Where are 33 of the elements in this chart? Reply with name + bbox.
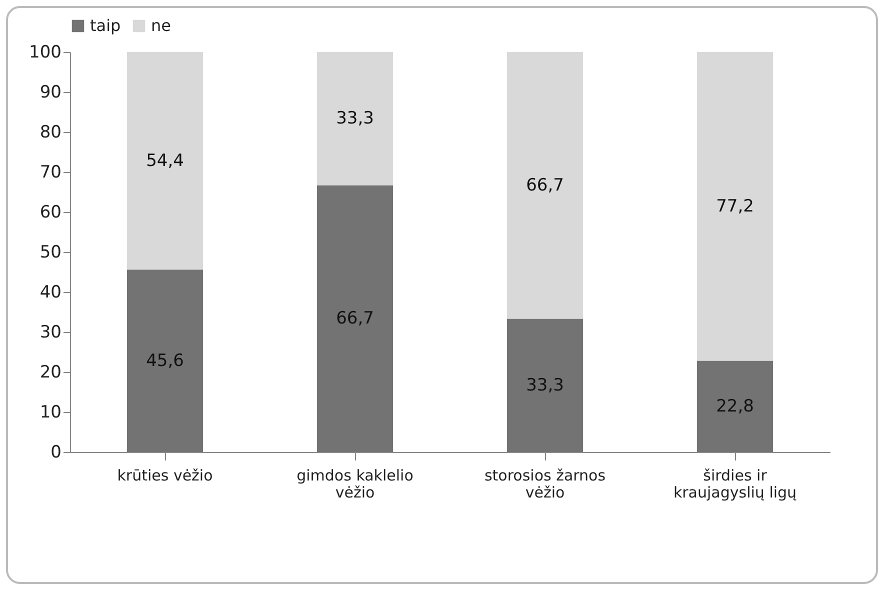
data-label: 33,3 (526, 375, 564, 396)
y-tick-label: 90 (40, 82, 62, 102)
bar (317, 185, 393, 452)
data-label: 66,7 (336, 308, 374, 329)
x-tick-label: storosios žarnos vėžio (484, 466, 606, 502)
x-tick-label: širdies ir kraujagyslių ligų (673, 466, 798, 502)
y-tick-label: 30 (40, 322, 62, 342)
bar (697, 52, 773, 361)
y-tick-label: 100 (29, 42, 62, 62)
y-tick-label: 40 (40, 282, 62, 302)
y-tick-label: 20 (40, 362, 62, 382)
y-tick-label: 50 (40, 242, 62, 262)
x-tick-label: gimdos kaklelio vėžio (296, 466, 414, 502)
bar (697, 360, 773, 452)
y-tick-label: 0 (50, 442, 62, 462)
bar (127, 270, 203, 452)
y-tick-label: 70 (40, 162, 62, 182)
bar (507, 52, 583, 319)
y-tick-label: 60 (40, 202, 62, 222)
data-label: 66,7 (526, 175, 564, 196)
y-tick-label: 10 (40, 402, 62, 422)
bar (127, 52, 203, 270)
data-label: 77,2 (716, 196, 754, 216)
legend-label: ne (151, 16, 171, 35)
data-label: 33,3 (336, 108, 374, 129)
x-tick-label: krūties vėžio (117, 466, 213, 484)
bar (317, 52, 393, 186)
data-label: 22,8 (716, 396, 754, 416)
bar (507, 318, 583, 452)
data-label: 45,6 (146, 350, 184, 371)
y-tick-label: 80 (40, 122, 62, 142)
legend-label: taip (90, 16, 121, 35)
data-label: 54,4 (146, 150, 184, 171)
